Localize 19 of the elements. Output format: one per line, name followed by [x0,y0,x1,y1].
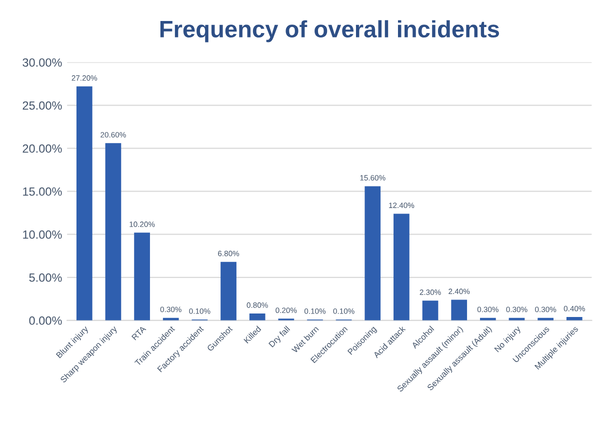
bar [105,143,122,320]
bar [364,186,381,320]
x-tick-label: Dry fall [268,326,292,349]
y-tick-label: 15.00% [23,187,62,196]
y-tick-label: 20.00% [22,144,62,153]
y-tick-label: 0.00% [29,316,62,325]
y-tick-label: 25.00% [22,101,62,110]
bar [134,232,150,320]
bar [249,314,266,320]
bar [76,86,92,320]
bar [394,214,410,320]
x-tick-label: RTA [131,325,146,340]
chart-title: Frequency of overall incidents [160,20,500,42]
bar [220,262,236,320]
bar [451,300,468,320]
y-tick-label: 5.00% [29,273,62,282]
bar [422,300,438,320]
y-tick-label: 10.00% [23,230,62,239]
y-tick-label: 30.00% [22,58,62,67]
